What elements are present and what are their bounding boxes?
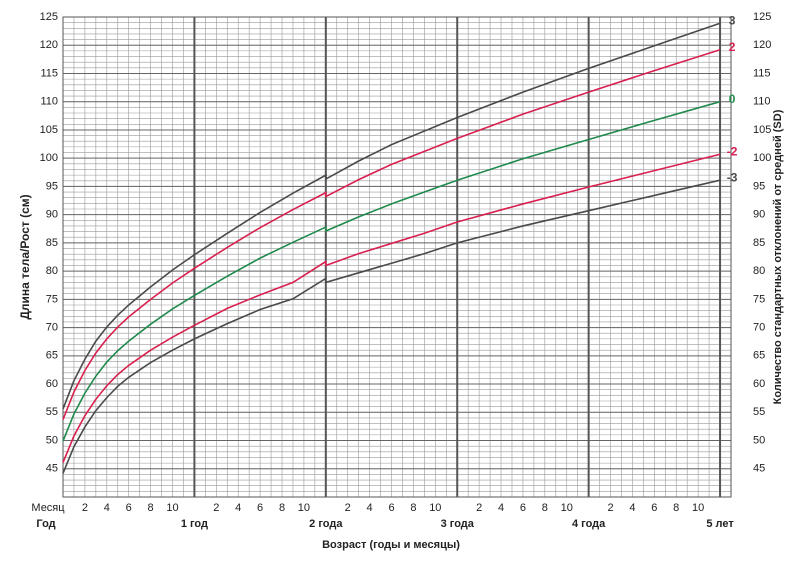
year-tick-label: 3 года: [441, 518, 475, 530]
x-tick-label: 6: [651, 502, 657, 514]
series-label: 2: [729, 40, 736, 54]
series-label: -2: [727, 144, 738, 158]
y2-tick-label: 110: [753, 96, 771, 108]
x-tick-label: 6: [520, 502, 526, 514]
x-tick-label: 10: [692, 502, 704, 514]
x-tick-label: 4: [367, 502, 373, 514]
series-line: [62, 153, 721, 463]
x-tick-label: 2: [345, 502, 351, 514]
y-tick-label: 45: [46, 463, 58, 475]
x-tick-label: 4: [498, 502, 504, 514]
y-tick-label: 110: [40, 96, 58, 108]
y2-tick-label: 70: [753, 321, 765, 333]
x-tick-label: 2: [82, 502, 88, 514]
month-row-label: Месяц: [31, 502, 65, 514]
y2-title: Количество стандартных отклонений от сре…: [772, 109, 784, 404]
plot-border: [62, 16, 732, 498]
series-label: -3: [727, 170, 738, 184]
x-title: Возраст (годы и месяцы): [322, 539, 460, 551]
y-tick-label: 85: [46, 237, 58, 249]
x-tick-label: 8: [148, 502, 154, 514]
x-tick-label: 2: [476, 502, 482, 514]
x-tick-label: 2: [607, 502, 613, 514]
y2-tick-label: 45: [753, 463, 765, 475]
series-label: 3: [729, 13, 736, 27]
series-line: [62, 22, 721, 410]
series-line: [62, 48, 721, 420]
y-tick-label: 105: [40, 124, 58, 136]
x-tick-label: 6: [126, 502, 132, 514]
y-tick-label: 75: [46, 293, 58, 305]
x-tick-label: 10: [166, 502, 178, 514]
y-tick-label: 80: [46, 265, 58, 277]
x-tick-label: 8: [410, 502, 416, 514]
y2-tick-label: 85: [753, 237, 765, 249]
y-title: Длина тела/Рост (см): [18, 194, 32, 319]
x-tick-label: 10: [298, 502, 310, 514]
x-tick-label: 8: [279, 502, 285, 514]
y2-tick-label: 65: [753, 350, 765, 362]
y2-tick-label: 75: [753, 293, 765, 305]
x-tick-label: 8: [673, 502, 679, 514]
y-tick-label: 115: [40, 67, 58, 79]
x-tick-label: 2: [213, 502, 219, 514]
y-tick-label: 90: [46, 209, 58, 221]
series-line: [62, 100, 721, 442]
year-tick-label: 5 лет: [706, 518, 734, 530]
x-tick-label: 4: [104, 502, 110, 514]
series-label: 0: [729, 92, 736, 106]
y2-tick-label: 100: [753, 152, 771, 164]
y2-tick-label: 105: [753, 124, 771, 136]
y-tick-label: 120: [40, 39, 58, 51]
y2-tick-label: 90: [753, 209, 765, 221]
x-tick-label: 6: [388, 502, 394, 514]
y2-tick-label: 60: [753, 378, 765, 390]
x-tick-label: 10: [429, 502, 441, 514]
x-tick-label: 10: [561, 502, 573, 514]
x-tick-label: 6: [257, 502, 263, 514]
y2-tick-label: 95: [753, 180, 765, 192]
x-tick-label: 4: [235, 502, 241, 514]
year-tick-label: 1 год: [181, 518, 208, 530]
y2-tick-label: 50: [753, 434, 765, 446]
y-tick-label: 125: [40, 11, 58, 23]
x-tick-label: 4: [629, 502, 635, 514]
x-tick-label: 8: [542, 502, 548, 514]
series-line: [62, 179, 721, 474]
y-tick-label: 95: [46, 180, 58, 192]
y2-tick-label: 115: [753, 67, 771, 79]
y-tick-label: 60: [46, 378, 58, 390]
y-tick-label: 55: [46, 406, 58, 418]
y2-tick-label: 80: [753, 265, 765, 277]
year-tick-label: 2 года: [309, 518, 343, 530]
y2-tick-label: 120: [753, 39, 771, 51]
year-tick-label: 4 года: [572, 518, 606, 530]
y-tick-label: 100: [40, 152, 58, 164]
y-tick-label: 70: [46, 321, 58, 333]
year-row-label: Год: [36, 518, 55, 530]
y-tick-label: 50: [46, 434, 58, 446]
y-tick-label: 65: [46, 350, 58, 362]
y2-tick-label: 125: [753, 11, 771, 23]
y2-tick-label: 55: [753, 406, 765, 418]
